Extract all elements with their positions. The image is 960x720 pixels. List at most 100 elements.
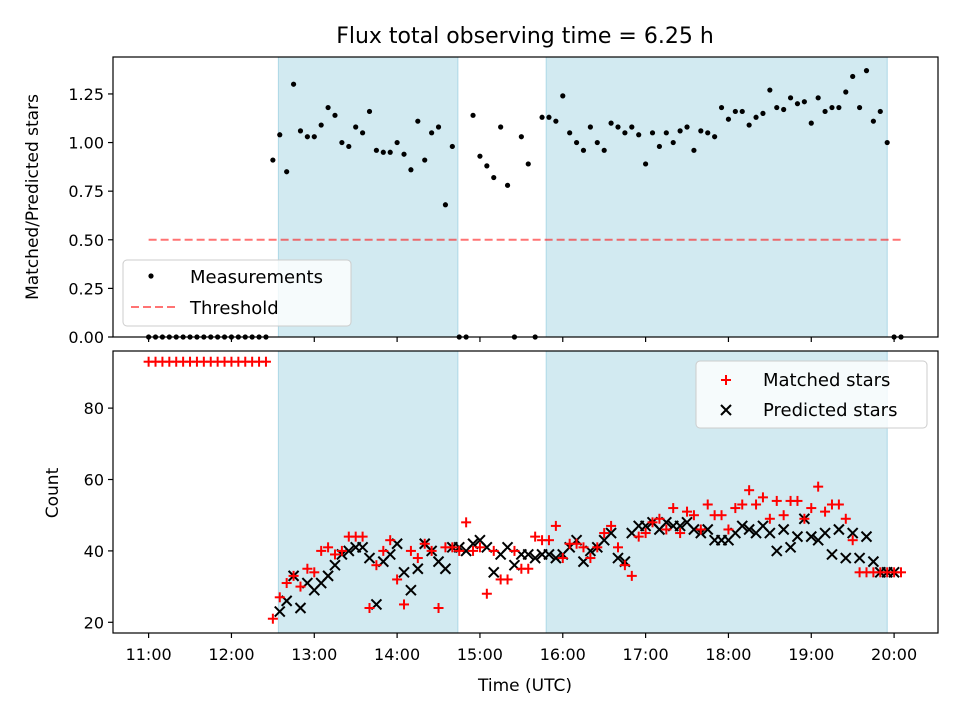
measurement-point: [263, 334, 269, 340]
measurement-point: [656, 143, 663, 150]
matched-point: [619, 560, 630, 571]
predicted-point: [329, 559, 341, 571]
predicted-point: [688, 523, 700, 536]
measurement-point: [290, 81, 297, 87]
ratio-y-axis-label: Matched/Predicted stars: [23, 94, 43, 300]
measurement-point: [649, 130, 656, 136]
ratio-legend-box: [122, 259, 352, 327]
predicted-point: [784, 541, 797, 554]
measurement-point: [767, 87, 773, 93]
measurement-point: [221, 334, 228, 340]
measurement-point: [277, 132, 283, 138]
measurement-point: [877, 108, 883, 115]
x-axis-label: Time (UTC): [477, 676, 572, 696]
measurement-point: [829, 104, 835, 111]
predicted-point: [605, 527, 617, 539]
measurement-point: [822, 108, 828, 115]
measurement-point: [525, 161, 531, 167]
matched-point: [530, 531, 541, 542]
matched-point: [274, 592, 285, 603]
measurement-point: [587, 124, 593, 130]
measurement-point: [422, 157, 428, 163]
predicted-point: [771, 545, 783, 557]
predicted-point: [363, 552, 376, 564]
matched-point: [633, 531, 644, 542]
measurement-point: [477, 153, 483, 159]
measurement-point: [850, 73, 856, 80]
matched-point: [488, 545, 499, 556]
measurement-point: [684, 124, 690, 130]
matched-point: [405, 545, 416, 556]
matched-point: [744, 485, 755, 496]
matched-point: [392, 574, 403, 585]
measurement-point: [870, 118, 876, 124]
measurement-point: [608, 120, 614, 126]
measurement-point: [256, 334, 262, 340]
matched-point: [675, 528, 686, 539]
measurement-point: [739, 108, 745, 115]
predicted-point: [846, 527, 859, 539]
measurement-point: [553, 118, 559, 124]
measurement-point: [774, 104, 780, 111]
measurement-point: [712, 134, 718, 140]
matched-point: [723, 524, 734, 535]
predicted-point: [412, 563, 424, 575]
predicted-point: [867, 555, 880, 568]
measurement-point: [560, 93, 566, 99]
matched-point: [481, 588, 492, 599]
matched-point: [543, 535, 554, 546]
matched-point: [737, 499, 748, 510]
matched-point: [468, 545, 479, 556]
x-tick-label: 14:00: [374, 645, 420, 664]
observing-interval-0: [277, 350, 459, 634]
measurement-point: [166, 334, 172, 340]
matched-point: [412, 553, 423, 564]
matched-point: [288, 570, 299, 581]
predicted-point: [826, 548, 838, 561]
legend-predicted-marker: [720, 404, 732, 416]
measurement-point: [898, 334, 904, 340]
measurement-point: [760, 110, 766, 116]
matched-point: [771, 495, 782, 506]
ratio-y-tick-label: 0.25: [68, 279, 104, 298]
measurement-point: [594, 139, 600, 146]
measurement-point: [518, 134, 524, 140]
matched-point: [399, 599, 410, 610]
measurement-point: [159, 334, 166, 340]
count-legend-box: [695, 360, 928, 429]
measurement-point: [318, 122, 324, 128]
matched-point: [357, 531, 368, 542]
observing-interval-1: [545, 56, 888, 338]
measurement-point: [511, 334, 518, 340]
measurement-point: [808, 120, 814, 126]
ratio-y-tick-label: 0.00: [68, 328, 104, 347]
count-y-tick-label: 80: [84, 399, 104, 418]
ratio-y-tick-label: 0.50: [68, 231, 104, 250]
matched-point: [716, 510, 727, 521]
x-tick-label: 16:00: [540, 645, 586, 664]
predicted-point: [860, 530, 873, 543]
measurement-point: [208, 334, 214, 340]
predicted-point: [840, 552, 852, 564]
matched-point: [751, 499, 762, 510]
measurement-point: [442, 202, 449, 208]
measurement-point: [691, 147, 697, 153]
measurement-point: [284, 169, 290, 175]
measurement-point: [470, 112, 476, 118]
measurement-point: [249, 334, 255, 340]
chart-title: Flux total observing time = 6.25 h: [336, 24, 714, 49]
measurement-point: [705, 130, 711, 136]
measurement-point: [573, 139, 580, 146]
measurement-point: [580, 147, 587, 153]
matched-point: [309, 567, 320, 578]
matched-point: [302, 563, 313, 574]
measurement-point: [491, 174, 497, 181]
predicted-point: [612, 552, 624, 564]
predicted-point: [736, 520, 748, 532]
measurement-point: [173, 334, 179, 340]
measurement-point: [346, 143, 352, 150]
measurement-point: [863, 68, 870, 74]
measurement-point: [725, 116, 732, 122]
matched-point: [695, 524, 706, 535]
count-legend: Matched stars Predicted stars: [695, 360, 928, 429]
